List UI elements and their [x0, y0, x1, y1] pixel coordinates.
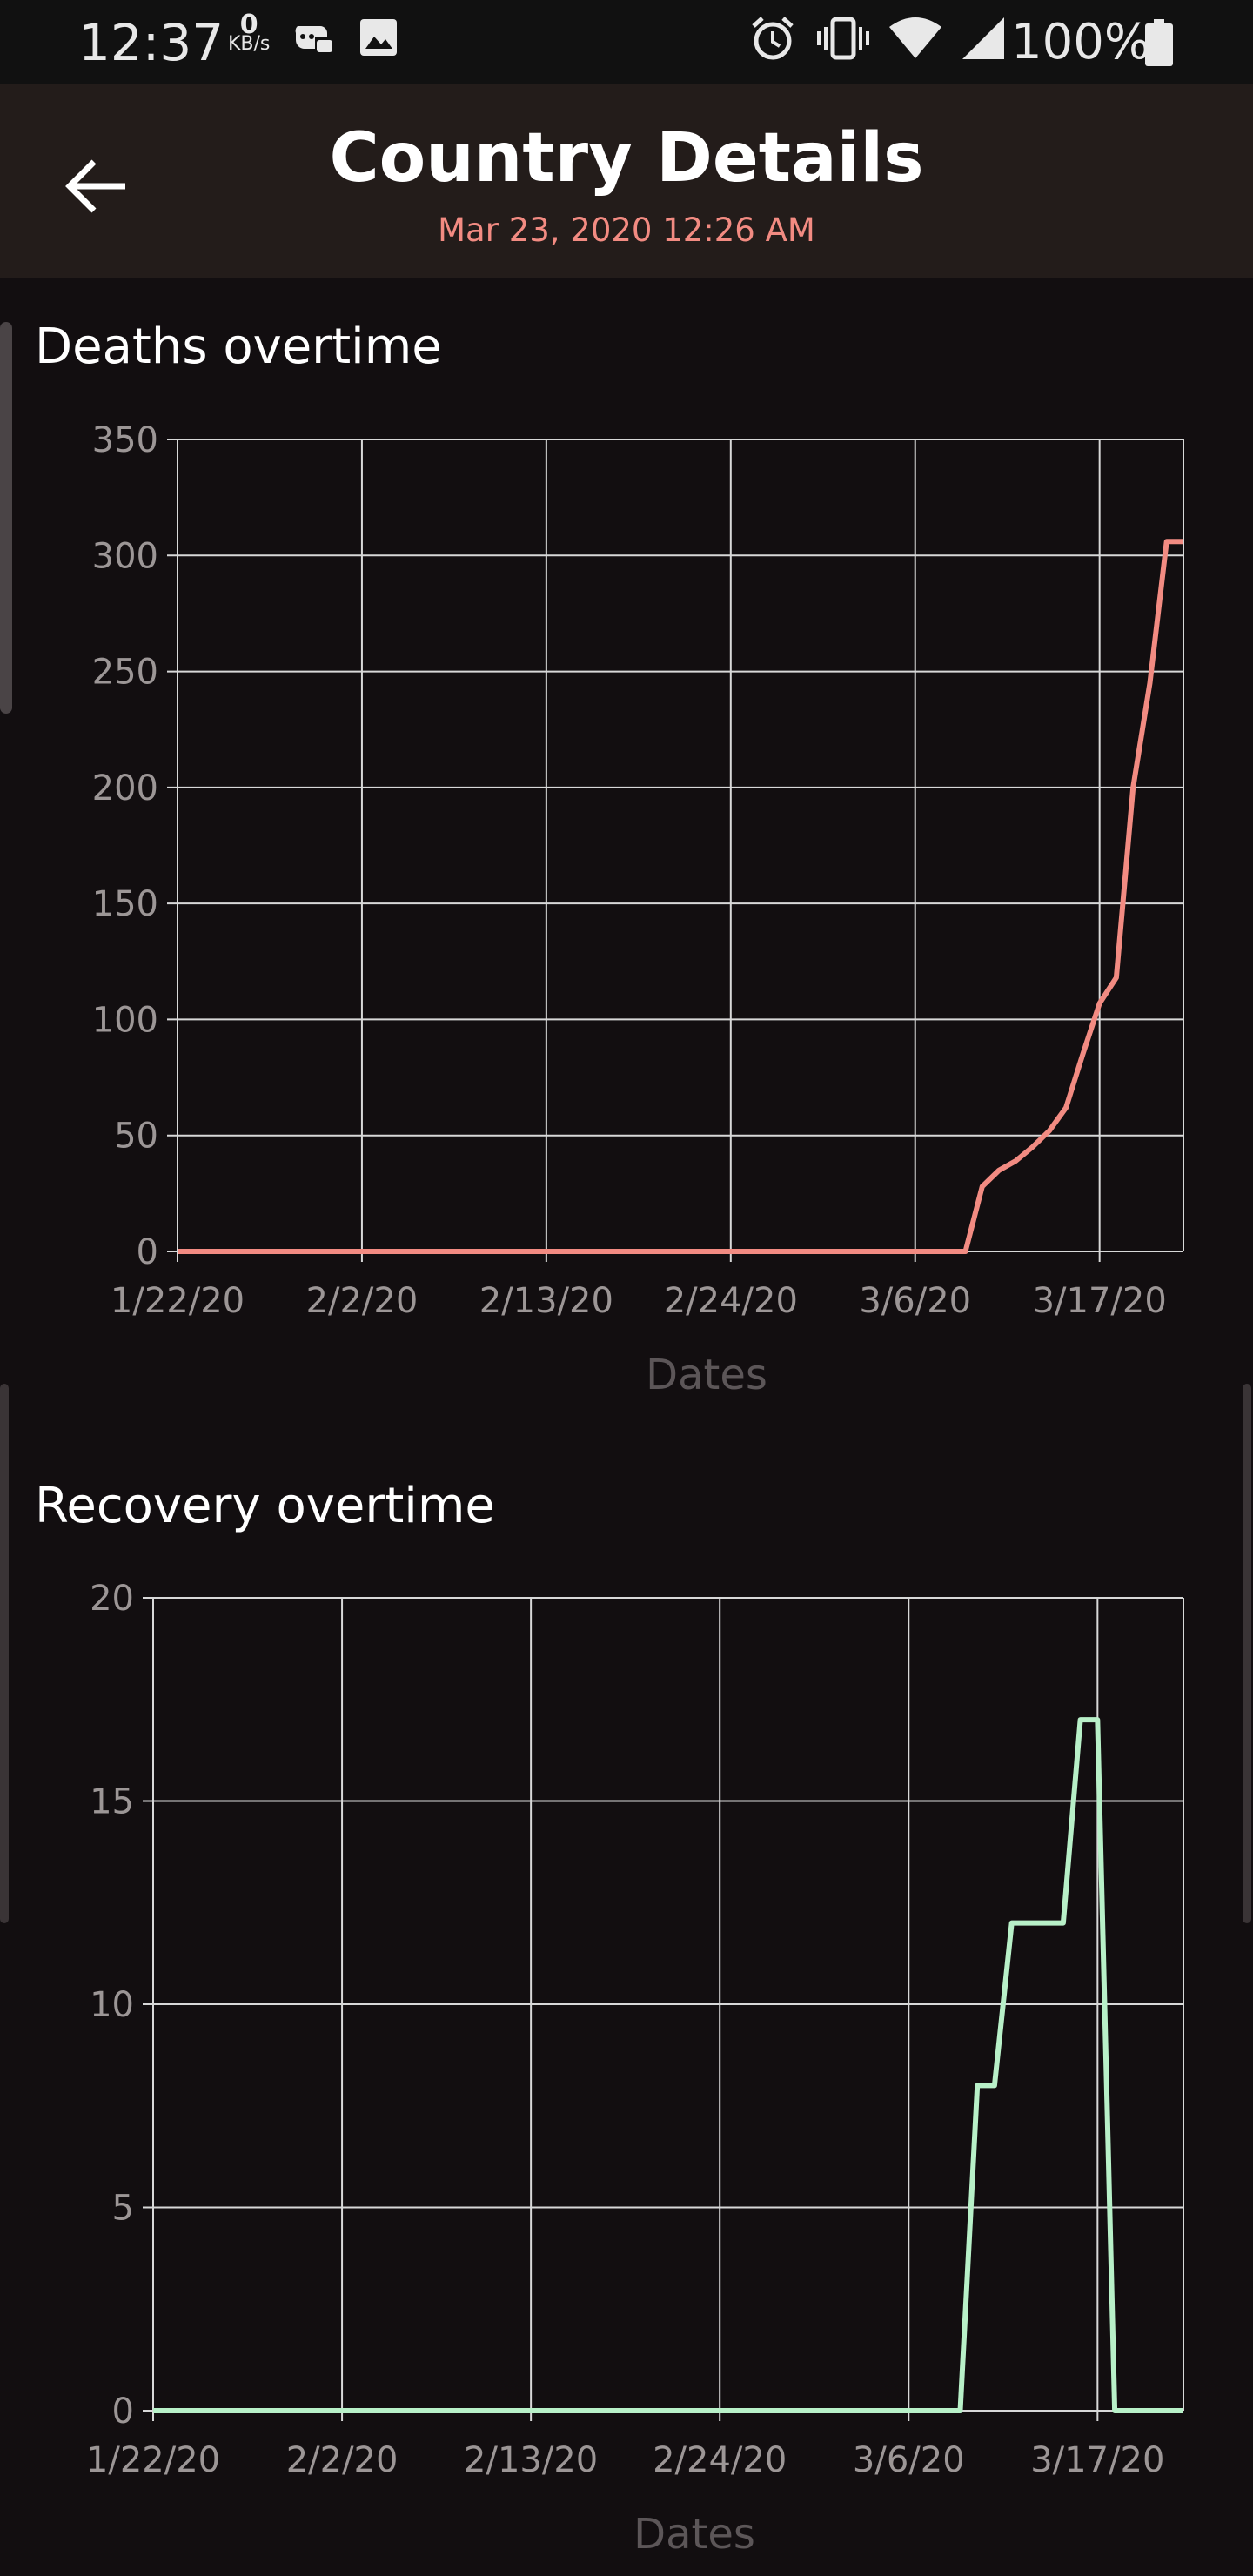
card-edge-right [1243, 1384, 1251, 1923]
arrow-left-icon [64, 158, 127, 218]
app-bar: Country Details Mar 23, 2020 12:26 AM [0, 84, 1253, 278]
x-tick-label: 3/6/20 [859, 1281, 971, 1321]
wifi-icon [889, 17, 941, 64]
recovery-line-chart: 0 5 10 15 20 1/22/20 2/2/20 2/13/20 2/24/20 3/6/2… [86, 1579, 1184, 2559]
gamepad-icon [291, 17, 334, 63]
x-tick-label: 3/17/20 [1033, 1281, 1167, 1321]
page-title: Country Details [329, 119, 924, 198]
y-tick-label: 350 [92, 420, 158, 460]
card-edge-left [0, 1384, 9, 1923]
deaths-line-chart: 0 50 100 150 200 250 300 350 1/22/20 2/2/20 2/13/2… [92, 420, 1184, 1399]
network-speed: 0 KB/s [228, 10, 271, 55]
x-tick-label: 2/2/20 [286, 2440, 399, 2480]
recovery-chart-title: Recovery overtime [35, 1478, 495, 1534]
network-speed-unit: KB/s [228, 33, 271, 55]
x-tick-label: 2/24/20 [653, 2440, 787, 2480]
y-tick-label: 100 [92, 1000, 158, 1040]
y-tick-label: 300 [92, 536, 158, 576]
x-tick-label: 2/2/20 [306, 1281, 419, 1321]
x-tick-label: 1/22/20 [86, 2440, 220, 2480]
x-tick-label: 1/22/20 [111, 1281, 245, 1321]
vibrate-icon [816, 17, 870, 64]
y-tick-label: 200 [92, 768, 158, 808]
last-updated-timestamp: Mar 23, 2020 12:26 AM [438, 211, 815, 249]
battery-percentage: 100% [1011, 14, 1151, 70]
series-line [153, 1717, 1183, 2413]
x-tick-label: 2/13/20 [464, 2440, 598, 2480]
x-tick-label: 3/6/20 [853, 2440, 965, 2480]
scroll-indicator-left [0, 322, 12, 714]
status-time: 12:37 [78, 13, 224, 72]
y-tick-label: 0 [112, 2392, 134, 2432]
x-tick-label: 2/24/20 [664, 1281, 798, 1321]
x-tick-label: 2/13/20 [479, 1281, 613, 1321]
y-tick-label: 15 [90, 1782, 134, 1822]
y-tick-label: 0 [137, 1232, 158, 1272]
series-line [178, 539, 1183, 1254]
y-tick-label: 20 [90, 1579, 134, 1619]
signal-icon [961, 16, 1006, 64]
y-tick-label: 10 [90, 1985, 134, 2025]
network-speed-value: 0 [239, 10, 258, 40]
y-tick-label: 150 [92, 884, 158, 924]
image-icon [358, 17, 399, 63]
x-tick-label: 3/17/20 [1030, 2440, 1164, 2480]
deaths-chart-title: Deaths overtime [35, 319, 442, 375]
back-button[interactable] [52, 144, 139, 231]
x-axis-title: Dates [646, 1351, 767, 1399]
battery-icon [1145, 19, 1173, 70]
status-bar: 12:37 0 KB/s 100% [0, 0, 1253, 84]
y-tick-label: 50 [114, 1117, 158, 1157]
alarm-icon [748, 14, 797, 66]
y-tick-label: 250 [92, 653, 158, 693]
y-tick-label: 5 [112, 2189, 134, 2229]
x-axis-title: Dates [633, 2510, 755, 2559]
